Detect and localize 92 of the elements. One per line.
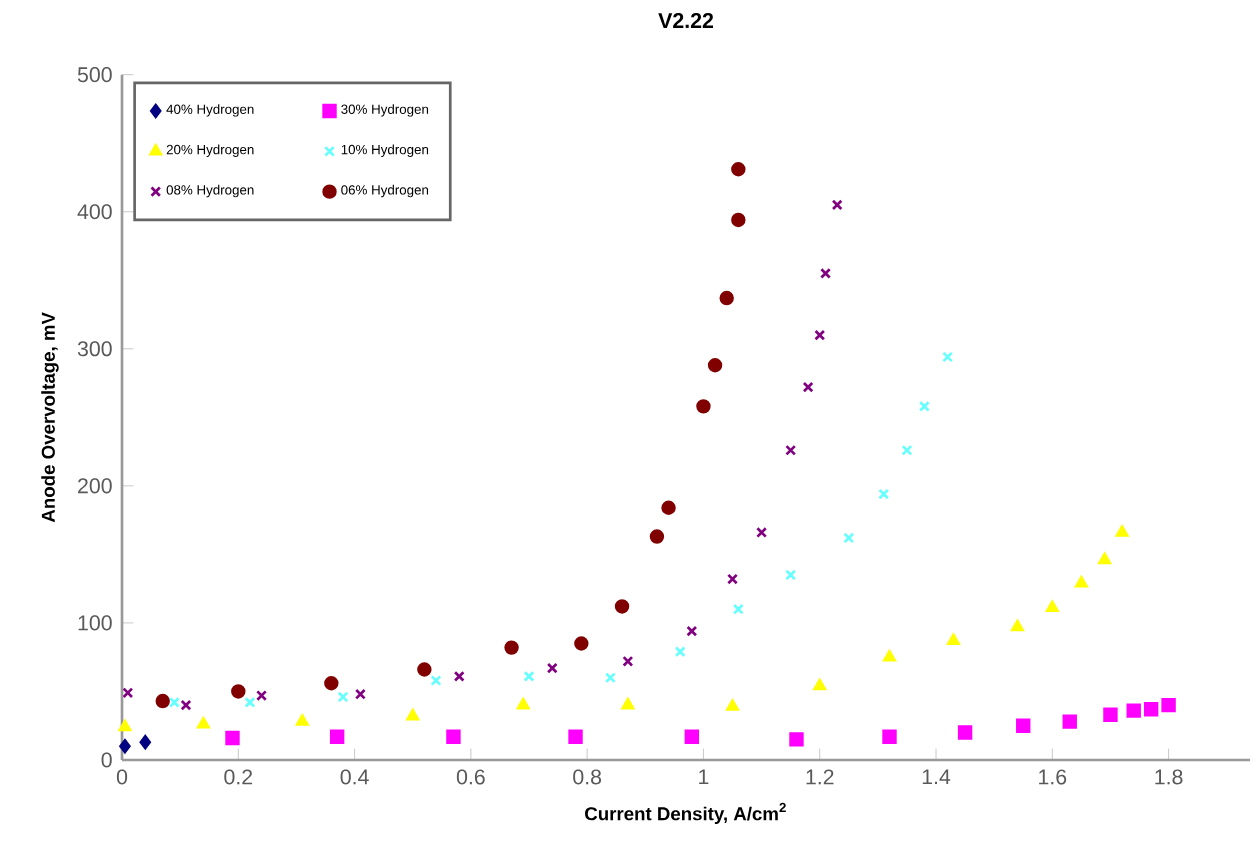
point <box>295 714 309 726</box>
point <box>1011 619 1024 632</box>
point <box>719 290 734 306</box>
point <box>947 633 960 646</box>
point <box>1098 552 1112 565</box>
point <box>789 732 804 747</box>
point <box>731 212 746 228</box>
point <box>883 649 896 662</box>
y-tick-label: 100 <box>78 615 112 631</box>
point <box>225 730 240 746</box>
point <box>329 729 345 744</box>
point <box>139 734 152 750</box>
point <box>731 162 746 177</box>
point <box>901 444 913 456</box>
x-tick-label: 0.2 <box>224 769 253 785</box>
point <box>118 719 132 732</box>
point <box>417 662 432 677</box>
x-tick-label: 1.8 <box>1155 769 1183 785</box>
x-tick-label: 0.8 <box>573 769 602 785</box>
y-tick-label: 200 <box>78 478 112 494</box>
point <box>231 684 246 699</box>
point <box>785 569 797 581</box>
point <box>574 636 589 651</box>
y-tick-label: 500 <box>77 67 112 83</box>
point <box>942 351 954 363</box>
point <box>1074 575 1088 588</box>
y-tick-label: 400 <box>77 204 112 220</box>
y-tick-label: 300 <box>77 341 112 357</box>
point <box>726 699 739 711</box>
point <box>337 691 349 703</box>
point <box>802 381 814 393</box>
point <box>622 655 634 667</box>
x-tick-label: 1.6 <box>1039 769 1067 785</box>
point <box>406 708 420 721</box>
point <box>813 678 827 691</box>
point <box>1161 697 1176 713</box>
point <box>1103 707 1118 722</box>
point <box>878 488 890 500</box>
point <box>814 329 826 341</box>
point <box>354 688 366 700</box>
x-tick-label: 0 <box>116 769 128 785</box>
point <box>168 696 180 708</box>
point <box>831 199 843 211</box>
point <box>957 725 973 740</box>
point <box>180 699 192 711</box>
point <box>696 399 711 414</box>
point <box>604 672 616 684</box>
point <box>1062 714 1077 729</box>
x-tick-label: 0.4 <box>340 769 369 785</box>
point <box>1115 525 1129 537</box>
point <box>686 625 698 637</box>
point <box>649 529 665 544</box>
point <box>843 532 855 544</box>
x-tick-label: 0.6 <box>456 769 485 785</box>
point <box>1045 600 1059 613</box>
point <box>446 729 461 744</box>
point <box>661 500 676 515</box>
chart-title: V2.22 <box>658 13 714 28</box>
point <box>568 729 583 744</box>
point <box>523 670 535 682</box>
point <box>785 444 797 456</box>
y-tick-label: 0 <box>101 752 112 768</box>
point <box>707 358 723 373</box>
y-axis-title: Anode Overvoltage, mV <box>41 312 59 523</box>
point <box>453 670 465 682</box>
point <box>430 674 442 686</box>
x-tick-label: 1.4 <box>922 769 951 785</box>
point <box>504 640 519 655</box>
point <box>546 662 558 674</box>
point <box>1016 718 1031 733</box>
x-tick-label: 1.2 <box>806 769 834 785</box>
point <box>324 676 339 691</box>
point <box>155 693 170 709</box>
x-tick-label: 1 <box>699 769 709 785</box>
point <box>674 646 686 658</box>
point <box>820 267 832 279</box>
point <box>882 729 897 744</box>
point <box>732 603 744 615</box>
point <box>614 599 630 614</box>
point <box>756 526 768 538</box>
point <box>621 697 635 710</box>
point <box>244 696 256 708</box>
point <box>918 400 930 412</box>
point <box>1126 703 1141 718</box>
point <box>516 697 530 710</box>
point <box>684 729 700 744</box>
point <box>727 573 739 585</box>
point <box>119 739 131 754</box>
x-axis-title: Current Density, A/cm$^{2}$ <box>585 802 786 825</box>
point <box>122 687 134 699</box>
point <box>1143 702 1159 717</box>
point <box>256 690 268 702</box>
